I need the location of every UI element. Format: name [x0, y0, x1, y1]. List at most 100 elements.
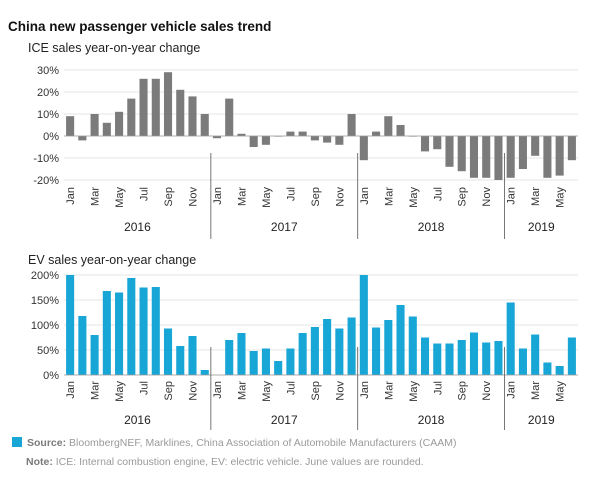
bar: [237, 133, 246, 136]
bar: [261, 348, 270, 375]
bar: [139, 287, 148, 375]
bar: [200, 370, 209, 375]
year-label: 2019: [528, 220, 555, 234]
bar: [139, 78, 148, 136]
x-tick-label: Jan: [212, 187, 224, 205]
x-tick-label: Jul: [285, 187, 297, 201]
bar: [225, 340, 234, 375]
y-tick-label: 150%: [31, 295, 59, 307]
bar: [286, 348, 295, 375]
bar: [163, 328, 173, 375]
bar: [102, 122, 111, 136]
x-tick-label: Nov: [481, 187, 493, 207]
year-label: 2016: [124, 220, 151, 234]
chart-title: China new passenger vehicle sales trend: [8, 19, 272, 34]
x-tick-label: Mar: [530, 187, 542, 206]
bar: [494, 341, 503, 375]
bar: [115, 292, 124, 375]
bar: [310, 327, 319, 375]
bar: [115, 111, 124, 136]
bar: [78, 316, 87, 375]
footnote: Note: ICE: Internal combustion engine, E…: [26, 456, 424, 468]
y-tick-label: 200%: [31, 270, 59, 282]
x-tick-label: Jan: [506, 187, 518, 205]
bar: [433, 136, 442, 150]
bar: [298, 131, 307, 136]
bar: [66, 116, 75, 136]
bar: [212, 136, 222, 139]
bar: [482, 342, 491, 375]
bar: [90, 114, 99, 136]
bar: [335, 328, 344, 375]
x-tick-label: Sep: [310, 381, 322, 401]
bar: [408, 316, 417, 375]
bar: [102, 291, 111, 375]
y-tick-label: 30%: [37, 65, 59, 77]
y-tick-label: 0%: [43, 370, 59, 382]
x-tick-label: Mar: [236, 187, 248, 206]
bar: [359, 136, 368, 161]
x-tick-label: Sep: [457, 187, 469, 207]
bar: [237, 333, 246, 375]
bar: [555, 366, 564, 375]
bar: [78, 136, 87, 141]
x-tick-label: Nov: [481, 381, 493, 401]
source-note: Source: BloombergNEF, Marklines, China A…: [12, 437, 457, 449]
x-tick-label: Mar: [90, 381, 102, 400]
bar: [396, 125, 405, 136]
bar: [372, 327, 381, 375]
x-tick-label: Sep: [457, 381, 469, 401]
x-tick-label: May: [261, 381, 273, 402]
bar: [298, 333, 307, 375]
bar: [543, 136, 552, 178]
bar: [151, 78, 160, 136]
x-tick-label: May: [555, 381, 567, 402]
bar: [151, 287, 160, 375]
year-label: 2018: [418, 413, 445, 427]
source-text: BloombergNEF, Marklines, China Associati…: [69, 437, 457, 449]
x-tick-label: Jan: [359, 187, 371, 205]
bar: [188, 336, 197, 375]
bar: [249, 136, 258, 147]
bar: [469, 332, 479, 375]
x-tick-label: May: [114, 187, 126, 208]
x-tick-label: Jul: [432, 381, 444, 395]
x-tick-label: May: [114, 381, 126, 402]
year-label: 2018: [418, 220, 445, 234]
bar: [261, 136, 270, 145]
bar: [567, 337, 576, 375]
bar: [359, 275, 368, 375]
bar: [384, 116, 393, 136]
bar: [176, 89, 185, 136]
bar: [372, 131, 381, 136]
bar: [66, 275, 75, 375]
bar: [323, 319, 332, 375]
bar: [274, 361, 283, 375]
bar: [469, 136, 479, 178]
bar: [225, 98, 234, 136]
ice-yoy-chart: 30% 20% 10% 0% -10% -20% Jan Mar May Jul Sep Nov Jan…: [33, 65, 578, 239]
x-tick-label: Jan: [359, 381, 371, 399]
year-label: 2017: [271, 413, 298, 427]
x-tick-label: Jan: [212, 381, 224, 399]
bar: [384, 320, 393, 375]
bar: [494, 136, 503, 180]
bar: [127, 98, 136, 136]
x-tick-label: Jan: [506, 381, 518, 399]
note-label: Note:: [26, 456, 53, 468]
y-tick-label: 20%: [37, 87, 59, 99]
x-tick-label: Mar: [383, 381, 395, 400]
bar: [457, 136, 466, 172]
x-tick-label: Jul: [285, 381, 297, 395]
x-tick-label: Sep: [163, 187, 175, 207]
y-tick-label: 50%: [37, 345, 59, 357]
bar: [445, 136, 454, 167]
legend-swatch: [12, 437, 22, 447]
x-tick-label: Jul: [432, 187, 444, 201]
x-tick-label: Jul: [139, 381, 151, 395]
bar: [200, 114, 209, 136]
y-tick-label: 0%: [43, 131, 59, 143]
bar: [555, 136, 564, 176]
note-text: ICE: Internal combustion engine, EV: ele…: [55, 456, 424, 468]
